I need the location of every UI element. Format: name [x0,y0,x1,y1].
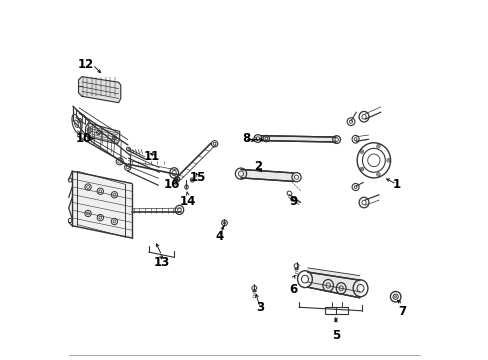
Text: 11: 11 [143,150,159,163]
Text: 2: 2 [253,160,262,173]
Text: 13: 13 [153,256,170,269]
Polygon shape [79,77,121,103]
Polygon shape [72,171,132,238]
Text: 14: 14 [179,195,195,208]
Text: 8: 8 [242,132,250,145]
Text: 15: 15 [189,171,206,184]
Text: 6: 6 [288,283,297,296]
Text: 10: 10 [75,132,91,145]
Text: 5: 5 [331,329,339,342]
Text: 9: 9 [288,195,297,208]
Text: 12: 12 [77,58,94,71]
Text: 3: 3 [255,301,264,314]
Polygon shape [261,136,335,142]
Text: 1: 1 [392,178,400,191]
Text: 16: 16 [163,178,180,191]
Bar [325,307,347,314]
Text: 4: 4 [215,230,224,243]
Polygon shape [241,170,293,181]
Ellipse shape [394,296,396,298]
Polygon shape [307,268,359,298]
Polygon shape [85,123,120,144]
Text: 7: 7 [398,305,406,318]
